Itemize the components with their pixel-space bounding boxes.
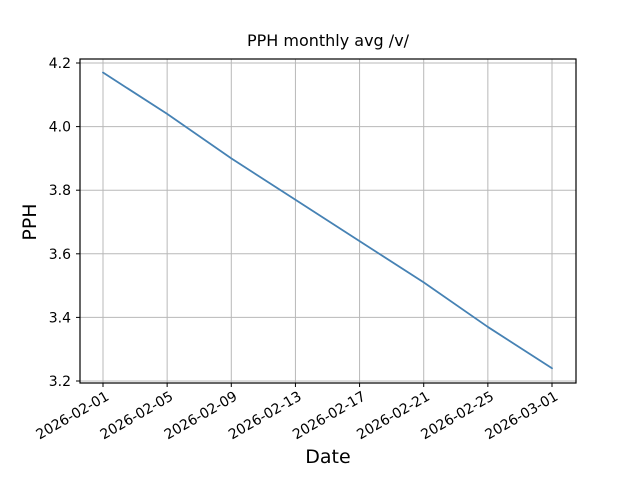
- y-axis-tick-label: 4.0: [49, 120, 71, 136]
- y-axis-tick-label: 3.6: [49, 247, 71, 263]
- y-axis-tick-label: 3.8: [49, 183, 71, 199]
- chart-title: PPH monthly avg /v/: [246, 31, 410, 50]
- x-axis-tick-label: 2026-03-01: [483, 389, 561, 444]
- data-line: [102, 71, 553, 370]
- y-axis-tick-label: 3.2: [49, 374, 71, 390]
- y-axis-tick-label: 4.2: [49, 56, 71, 72]
- y-axis-tick-label: 3.4: [49, 310, 71, 326]
- y-axis-label: PPH: [19, 203, 41, 241]
- plot-border: [79, 58, 577, 384]
- x-axis-label: Date: [305, 446, 351, 468]
